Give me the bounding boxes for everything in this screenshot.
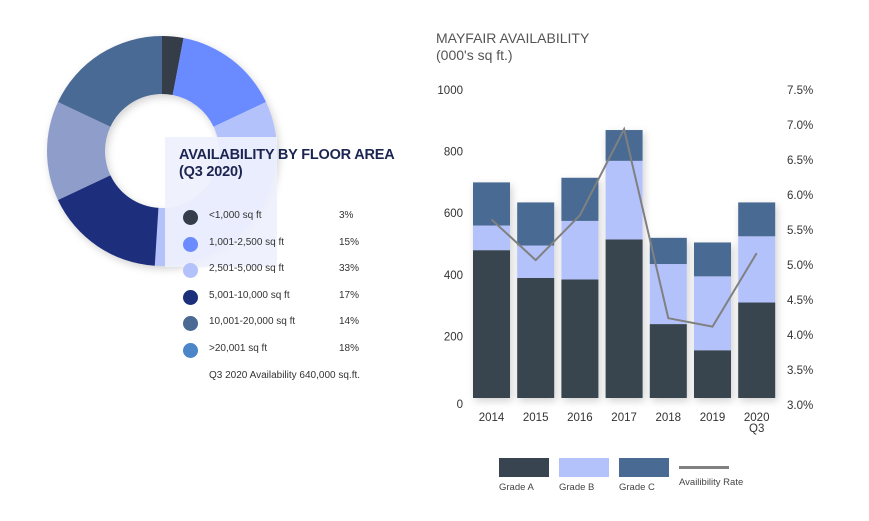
legend-label: Grade C	[619, 482, 655, 493]
legend-value: 33%	[339, 263, 360, 274]
bar-grade-c	[473, 182, 510, 226]
bars	[473, 130, 776, 398]
y2-tick-label: 5.0%	[787, 260, 813, 272]
legend-label: >20,001 sq ft	[209, 342, 268, 354]
y-tick-label: 800	[444, 147, 463, 159]
legend-dot	[183, 210, 198, 225]
y2-tick-label: 7.0%	[787, 120, 813, 132]
y-tick-label: 600	[444, 208, 463, 220]
bar-title-text: MAYFAIR AVAILABILITY	[436, 30, 590, 46]
legend-dot	[183, 263, 198, 278]
bar-grade-b	[605, 160, 643, 240]
donut-slice-0	[162, 36, 184, 96]
legend-value: 17%	[339, 289, 360, 301]
donut-slice-4	[47, 102, 111, 200]
legend-value: 18%	[339, 342, 360, 354]
bar-grade-b	[561, 220, 599, 280]
y-tick-label: 1000	[437, 85, 463, 97]
bar-grade-a	[649, 324, 687, 398]
y2-tick-label: 6.0%	[787, 190, 813, 202]
donut-subtitle: (Q3 2020)	[179, 164, 243, 180]
legend-swatch	[499, 458, 549, 477]
legend-dot	[183, 342, 198, 358]
x-tick-label: 2014	[479, 412, 505, 424]
legend-label: Grade B	[559, 482, 595, 493]
bar-grade-b	[694, 276, 731, 351]
bar-legend-item: Grade A	[499, 458, 549, 493]
x-tick-label: 2020	[744, 412, 770, 424]
bar-grade-c	[738, 202, 776, 237]
y2-tick-label: 5.5%	[787, 225, 813, 237]
y2-tick-label: 3.5%	[787, 365, 813, 377]
y-tick-label: 200	[444, 331, 463, 343]
donut-slice-5	[57, 36, 163, 127]
bar-chart-title: MAYFAIR AVAILABILITY (000's sq ft.)	[436, 30, 589, 64]
bar-grade-c	[517, 202, 555, 246]
donut-title: AVAILABILITY BY FLOOR AREA (Q3 2020)	[179, 147, 395, 181]
y-tick-label: 0	[457, 399, 463, 411]
x-tick-label: 2017	[611, 412, 637, 424]
bar-grade-a	[738, 302, 776, 398]
legend-label: 2,501-5,000 sq ft	[209, 263, 285, 274]
bar-grade-a	[694, 350, 731, 398]
bar-grade-a	[517, 277, 555, 398]
bar-grade-b	[517, 245, 555, 278]
x-tick-label: 2016	[567, 412, 593, 424]
legend-value: 3%	[339, 210, 354, 221]
legend-label: 5,001-10,000 sq ft	[209, 289, 290, 301]
legend-value: 15%	[339, 236, 360, 248]
legend-dot	[183, 316, 198, 331]
y2-tick-label: 6.5%	[787, 155, 813, 167]
legend-dot	[183, 289, 198, 305]
bar-legend-item: Grade B	[559, 458, 609, 493]
legend-label: Availibility Rate	[679, 477, 744, 488]
legend-label: Grade A	[499, 482, 534, 493]
bar-grade-a	[605, 239, 643, 398]
legend-line-swatch	[679, 466, 729, 469]
legend-dot	[183, 236, 198, 252]
x-tick-label: 2018	[656, 412, 682, 424]
y2-tick-label: 4.5%	[787, 295, 813, 307]
x-tick-label: 2015	[523, 412, 549, 424]
x-tick-label: 2019	[700, 412, 726, 424]
bar-grade-c	[694, 242, 731, 277]
donut-title-text: AVAILABILITY BY FLOOR AREA	[179, 147, 395, 163]
legend-label: 1,001-2,500 sq ft	[209, 236, 285, 248]
bar-grade-c	[649, 237, 687, 265]
availability-note: Q3 2020 Availability 640,000 sq.ft.	[209, 370, 361, 381]
bar-grade-c	[605, 130, 643, 161]
donut-slice-3	[57, 175, 159, 266]
y2-tick-label: 3.0%	[787, 400, 813, 412]
y2-tick-label: 7.5%	[787, 85, 813, 97]
y-tick-label: 400	[444, 270, 463, 282]
legend-label: <1,000 sq ft	[209, 210, 262, 221]
legend-swatch	[619, 458, 669, 477]
legend-value: 14%	[339, 316, 360, 327]
x-tick-label: Q3	[749, 423, 764, 435]
y2-tick-label: 4.0%	[787, 330, 813, 342]
bar-subtitle: (000's sq ft.)	[436, 47, 513, 63]
bar-grade-a	[561, 279, 599, 398]
legend-label: 10,001-20,000 sq ft	[209, 316, 296, 327]
legend-swatch	[559, 458, 609, 477]
bar-grade-a	[473, 250, 510, 398]
donut-slice-1	[172, 38, 267, 127]
bar-grade-b	[738, 236, 776, 303]
bar-grade-b	[473, 225, 510, 251]
bar-legend-item: Availibility Rate	[679, 458, 743, 488]
bar-legend-item: Grade C	[619, 458, 669, 493]
